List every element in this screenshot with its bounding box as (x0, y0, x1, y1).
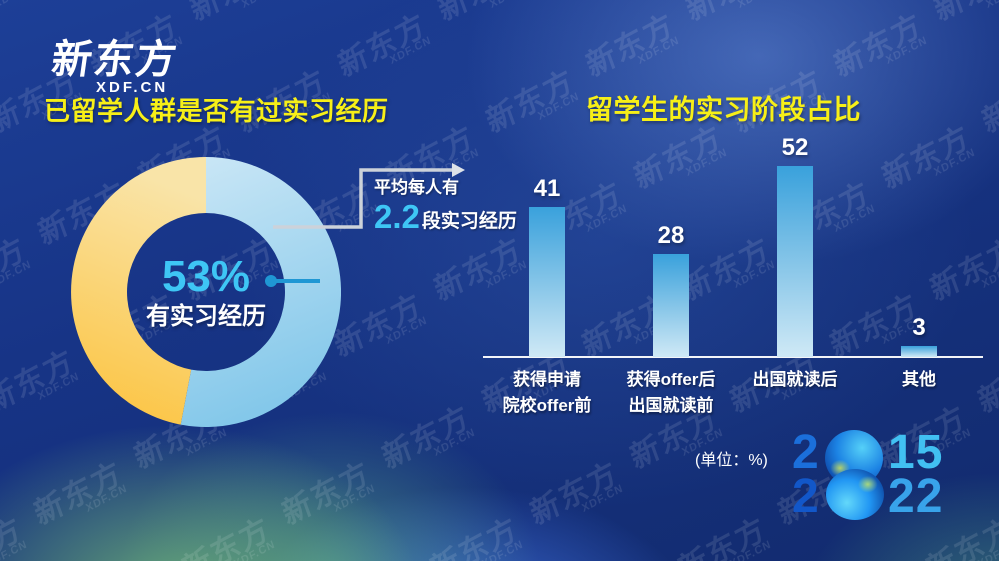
callout-value: 2.2 (374, 198, 420, 235)
years-graphic: 2 15 2 22 (792, 427, 967, 522)
logo-text-cn: 新东方 (48, 38, 182, 82)
year-2015-digits-15: 15 (888, 426, 944, 479)
arrow-head-icon (452, 163, 465, 177)
bar-value-label: 3 (912, 314, 926, 341)
donut-segment-yellow (71, 157, 207, 425)
donut-segment-blue (180, 157, 341, 427)
bar-category-label: 获得申请 院校offer前 (502, 370, 592, 415)
year-2022-digits-22: 22 (888, 470, 944, 523)
average-internships-callout: 平均每人有 2.2 段实习经历 (374, 179, 517, 233)
xdf-logo: 新东方 XDF.CN (48, 38, 182, 96)
percent-pointer-dot (265, 275, 277, 287)
donut-chart (71, 157, 341, 427)
bar (653, 254, 689, 357)
bar-value-label: 52 (781, 134, 809, 161)
unit-note: (单位：%) (695, 452, 768, 469)
left-chart-title: 已留学人群是否有过实习经历 (44, 96, 389, 126)
callout-suffix: 段实习经历 (421, 211, 517, 232)
x-axis-line (483, 356, 983, 358)
callout-leader-arrow (273, 163, 465, 229)
donut-center-label: 53% 有实习经历 (71, 157, 341, 427)
bar-category-label: 其他 (902, 370, 936, 389)
bar (777, 166, 813, 357)
year-2022-digit-2: 2 (792, 470, 820, 523)
donut-percent-value: 53% (161, 252, 251, 301)
bar-category-label: 获得offer后 出国就读前 (626, 370, 716, 415)
bar-value-label: 41 (533, 175, 561, 202)
bar (901, 346, 937, 357)
year-2022-zero-circle (826, 469, 884, 520)
percent-pointer-line (276, 279, 320, 283)
bar-category-label: 出国就读后 (752, 370, 838, 389)
donut-percent-label: 有实习经历 (146, 303, 266, 330)
right-chart-title: 留学生的实习阶段占比 (586, 95, 861, 125)
year-2015-digit-2: 2 (792, 426, 820, 479)
callout-prefix: 平均每人有 (374, 178, 459, 197)
bar-value-label: 28 (657, 222, 685, 249)
logo-text-en: XDF.CN (96, 79, 169, 96)
bar (529, 207, 565, 357)
